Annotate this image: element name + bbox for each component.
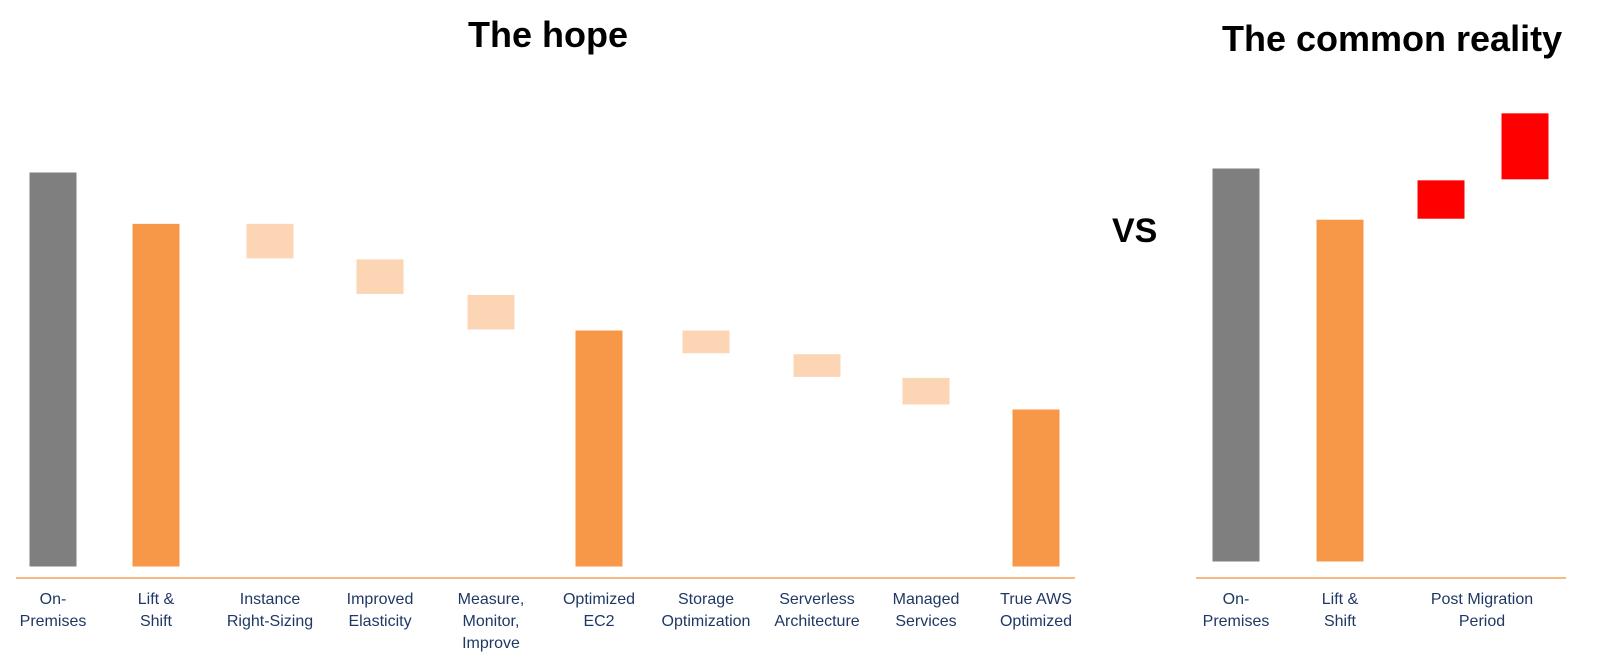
- bar-total: [131, 222, 181, 568]
- category-label: Measure, Monitor, Improve: [458, 591, 525, 652]
- bar-reduction: [792, 353, 842, 378]
- category-label: Instance Right-Sizing: [227, 591, 313, 630]
- category-label: Improved Elasticity: [347, 591, 414, 630]
- reality-waterfall-chart: On-Premises Lift & Shift Post Migration Peri…: [1196, 112, 1566, 630]
- category-label: True AWS Optimized: [1000, 591, 1072, 630]
- category-label: Storage Optimization: [662, 591, 751, 630]
- bar-reduction: [466, 293, 516, 331]
- bar-total: [1011, 408, 1061, 568]
- hope-waterfall-chart: On-Premises Lift & Shift Instance Right-Sizi…: [16, 171, 1075, 652]
- bar-reduction: [681, 329, 731, 355]
- category-label: Lift & Shift: [138, 591, 175, 630]
- bar-total: [1315, 218, 1365, 563]
- bar-on-premises: [1211, 167, 1261, 563]
- bar-reduction: [245, 222, 295, 260]
- bar-increase: [1500, 112, 1550, 181]
- bar-increase: [1416, 179, 1466, 220]
- category-label: Post Migration Period: [1431, 591, 1533, 630]
- bar-reduction: [355, 258, 405, 295]
- category-label: On-Premises: [20, 591, 87, 630]
- bar-reduction: [901, 376, 951, 406]
- category-label: On-Premises: [1203, 591, 1270, 630]
- category-label: Serverless Architecture: [774, 591, 859, 630]
- chart-title-hope: The hope: [468, 14, 628, 55]
- chart-title-reality: The common reality: [1222, 18, 1563, 59]
- category-label: Managed Services: [893, 591, 960, 630]
- category-label: Optimized EC2: [563, 591, 635, 630]
- vs-label: VS: [1112, 212, 1158, 250]
- bar-total: [574, 329, 624, 568]
- bar-on-premises: [28, 171, 78, 568]
- category-label: Lift & Shift: [1322, 591, 1359, 630]
